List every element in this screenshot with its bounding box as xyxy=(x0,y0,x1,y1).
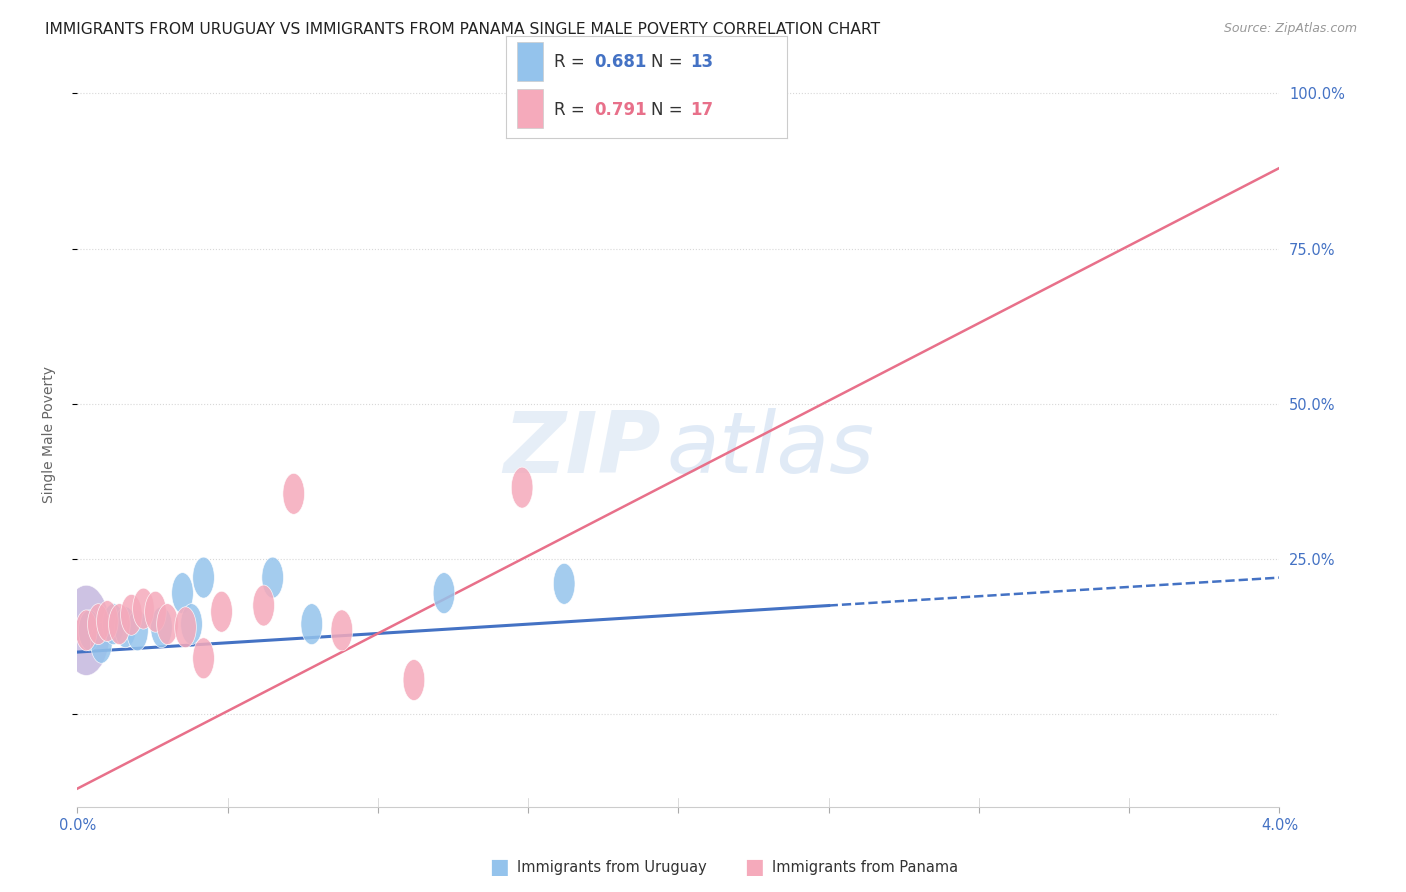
Ellipse shape xyxy=(554,564,575,604)
Ellipse shape xyxy=(433,573,454,614)
Text: N =: N = xyxy=(651,53,688,70)
Ellipse shape xyxy=(301,604,322,645)
Ellipse shape xyxy=(150,607,173,648)
Ellipse shape xyxy=(97,600,118,641)
Ellipse shape xyxy=(193,638,214,679)
Ellipse shape xyxy=(404,659,425,700)
Text: IMMIGRANTS FROM URUGUAY VS IMMIGRANTS FROM PANAMA SINGLE MALE POVERTY CORRELATIO: IMMIGRANTS FROM URUGUAY VS IMMIGRANTS FR… xyxy=(45,22,880,37)
Text: R =: R = xyxy=(554,53,591,70)
Ellipse shape xyxy=(156,604,179,645)
Text: R =: R = xyxy=(554,101,591,119)
FancyBboxPatch shape xyxy=(517,42,543,81)
Y-axis label: Single Male Poverty: Single Male Poverty xyxy=(42,367,56,503)
Ellipse shape xyxy=(62,585,110,675)
Ellipse shape xyxy=(253,585,274,626)
Ellipse shape xyxy=(90,623,112,664)
Ellipse shape xyxy=(132,588,155,629)
Ellipse shape xyxy=(512,467,533,508)
Ellipse shape xyxy=(145,591,166,632)
Ellipse shape xyxy=(108,604,131,645)
Ellipse shape xyxy=(87,604,110,645)
Text: Immigrants from Panama: Immigrants from Panama xyxy=(772,860,957,874)
Text: 0.681: 0.681 xyxy=(595,53,647,70)
Text: 13: 13 xyxy=(690,53,713,70)
Text: 17: 17 xyxy=(690,101,713,119)
Text: ■: ■ xyxy=(744,857,763,877)
Ellipse shape xyxy=(193,558,214,599)
Text: ■: ■ xyxy=(489,857,509,877)
Text: N =: N = xyxy=(651,101,688,119)
Ellipse shape xyxy=(262,558,284,599)
Ellipse shape xyxy=(115,607,136,648)
Ellipse shape xyxy=(172,573,194,614)
Text: Source: ZipAtlas.com: Source: ZipAtlas.com xyxy=(1223,22,1357,36)
Ellipse shape xyxy=(121,594,142,635)
Ellipse shape xyxy=(181,604,202,645)
Ellipse shape xyxy=(79,610,100,651)
Ellipse shape xyxy=(76,610,97,651)
Ellipse shape xyxy=(283,474,305,515)
Ellipse shape xyxy=(103,604,124,645)
Ellipse shape xyxy=(330,610,353,651)
Ellipse shape xyxy=(211,591,232,632)
Text: Immigrants from Uruguay: Immigrants from Uruguay xyxy=(517,860,707,874)
Ellipse shape xyxy=(607,73,628,114)
Text: atlas: atlas xyxy=(666,409,875,491)
FancyBboxPatch shape xyxy=(517,89,543,128)
Text: ZIP: ZIP xyxy=(503,409,661,491)
Ellipse shape xyxy=(174,607,197,648)
Text: 0.791: 0.791 xyxy=(595,101,647,119)
Ellipse shape xyxy=(127,610,148,651)
